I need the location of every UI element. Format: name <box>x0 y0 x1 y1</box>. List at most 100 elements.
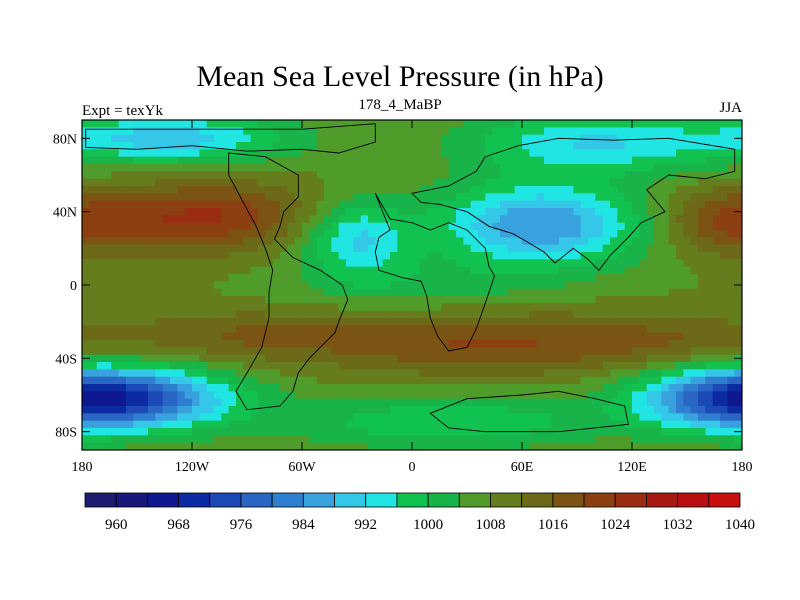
field-cell <box>463 303 472 312</box>
field-cell <box>602 215 611 224</box>
field-cell <box>184 406 193 414</box>
colorbar-swatch <box>646 492 679 508</box>
field-cell <box>346 259 354 268</box>
field-cell <box>602 398 611 407</box>
field-cell <box>734 178 742 187</box>
field-cell <box>206 369 215 378</box>
field-cell <box>243 398 252 407</box>
field-cell <box>448 391 457 400</box>
field-cell <box>331 266 340 275</box>
field-cell <box>390 325 398 334</box>
field-cell <box>96 354 105 363</box>
field-cell <box>727 208 736 216</box>
field-cell <box>536 274 545 282</box>
field-cell <box>426 398 435 407</box>
field-cell <box>368 208 376 216</box>
field-cell <box>632 398 640 407</box>
field-cell <box>595 259 604 268</box>
field-cell <box>602 274 611 282</box>
field-cell <box>177 362 186 370</box>
field-cell <box>404 384 413 392</box>
field-cell <box>639 384 648 392</box>
field-cell <box>470 406 479 414</box>
field-cell <box>309 376 318 385</box>
field-cell <box>324 296 332 304</box>
field-cell <box>82 156 90 165</box>
field-cell <box>529 325 538 334</box>
field-cell <box>690 193 699 202</box>
field-cell <box>309 186 318 194</box>
field-cell <box>133 178 142 187</box>
field-cell <box>199 259 208 268</box>
field-cell <box>170 288 178 297</box>
field-cell <box>434 318 442 326</box>
field-cell <box>140 435 149 444</box>
field-cell <box>551 281 560 290</box>
field-cell <box>390 354 398 363</box>
field-cell <box>624 318 633 326</box>
field-cell <box>602 303 611 312</box>
field-cell <box>668 252 677 260</box>
field-cell <box>338 237 347 246</box>
field-cell <box>382 178 391 187</box>
field-cell <box>184 442 193 450</box>
field-cell <box>265 325 274 334</box>
field-cell <box>412 244 420 253</box>
field-cell <box>272 442 281 450</box>
field-cell <box>544 156 552 165</box>
field-cell <box>265 259 274 268</box>
field-cell <box>683 428 692 436</box>
field-cell <box>214 200 222 209</box>
field-cell <box>463 296 472 304</box>
field-cell <box>331 398 340 407</box>
field-cell <box>426 442 435 450</box>
field-cell <box>690 142 699 150</box>
field-cell <box>140 406 149 414</box>
field-cell <box>353 142 362 150</box>
field-cell <box>280 362 288 370</box>
field-cell <box>360 442 369 450</box>
field-cell <box>698 120 706 128</box>
field-cell <box>170 142 178 150</box>
field-cell <box>485 142 494 150</box>
field-cell <box>272 369 281 378</box>
field-cell <box>397 318 406 326</box>
field-cell <box>463 420 472 429</box>
field-cell <box>280 186 288 194</box>
field-cell <box>258 259 266 268</box>
field-cell <box>126 230 134 238</box>
field-cell <box>580 406 589 414</box>
field-cell <box>111 208 120 216</box>
field-cell <box>478 318 486 326</box>
field-cell <box>404 222 413 231</box>
field-cell <box>573 237 582 246</box>
field-cell <box>492 442 501 450</box>
field-cell <box>580 156 589 165</box>
field-cell <box>265 156 274 165</box>
field-cell <box>617 156 626 165</box>
field-cell <box>375 142 384 150</box>
field-cell <box>192 222 200 231</box>
field-cell <box>250 215 259 224</box>
field-cell <box>485 340 494 348</box>
field-cell <box>199 288 208 297</box>
field-cell <box>566 266 574 275</box>
field-cell <box>712 252 721 260</box>
field-cell <box>140 398 149 407</box>
field-cell <box>500 156 508 165</box>
field-cell <box>624 435 633 444</box>
field-cell <box>360 296 369 304</box>
field-cell <box>265 420 274 429</box>
field-cell <box>544 178 552 187</box>
field-cell <box>177 164 186 172</box>
field-cell <box>661 442 670 450</box>
field-cell <box>353 376 362 385</box>
field-cell <box>588 156 596 165</box>
field-cell <box>676 149 684 158</box>
field-cell <box>228 134 237 143</box>
field-cell <box>199 318 208 326</box>
field-cell <box>470 274 479 282</box>
field-cell <box>265 266 274 275</box>
field-cell <box>668 120 677 128</box>
field-cell <box>375 259 384 268</box>
